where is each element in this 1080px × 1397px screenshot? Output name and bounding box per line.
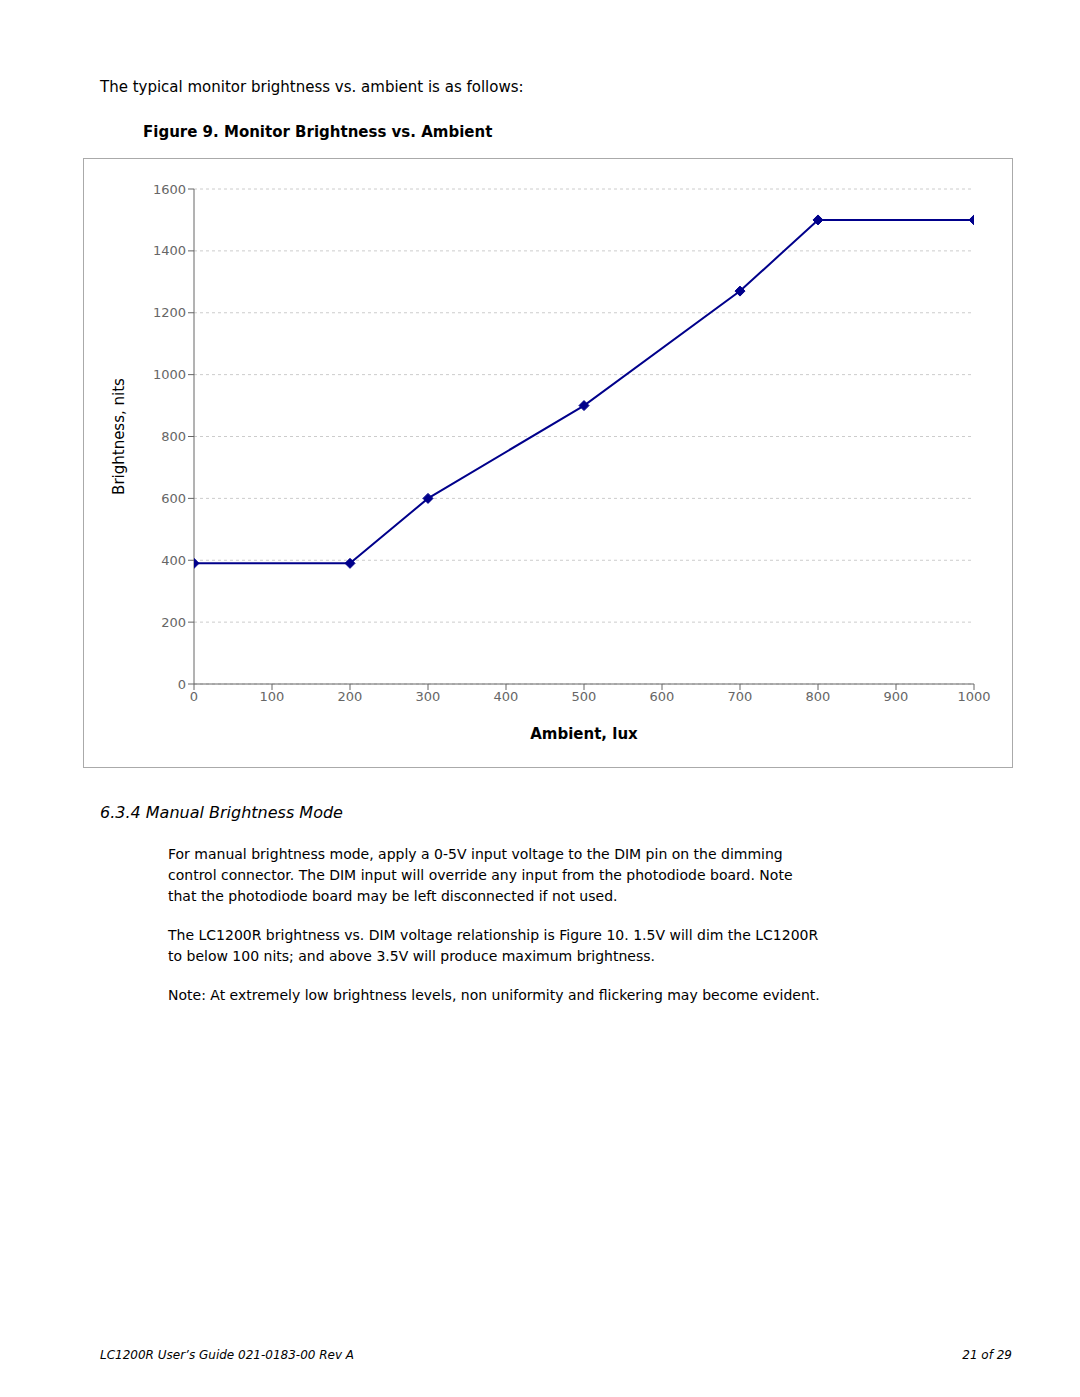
svg-text:Ambient, lux: Ambient, lux xyxy=(530,725,638,743)
svg-text:100: 100 xyxy=(260,689,285,704)
svg-text:1200: 1200 xyxy=(153,305,186,320)
html-text:For manual brightness mode, ap: For manual brightness mode, apply a 0-5V… xyxy=(168,846,793,904)
svg-text:600: 600 xyxy=(161,491,186,506)
svg-text:200: 200 xyxy=(161,615,186,630)
svg-text:1400: 1400 xyxy=(153,243,186,258)
svg-text:1600: 1600 xyxy=(153,182,186,197)
svg-text:500: 500 xyxy=(572,689,597,704)
svg-text:Brightness, nits: Brightness, nits xyxy=(110,378,128,495)
svg-text:200: 200 xyxy=(338,689,363,704)
svg-text:0: 0 xyxy=(178,677,186,692)
svg-text:0: 0 xyxy=(190,689,198,704)
html-text:Note: At extremely low brightn: Note: At extremely low brightness levels… xyxy=(168,987,820,1003)
html-text:The LC1200R brightness vs. DIM: The LC1200R brightness vs. DIM voltage r… xyxy=(168,927,819,964)
svg-text:600: 600 xyxy=(650,689,675,704)
html-text:6.3.4 Manual Brightness Mode: 6.3.4 Manual Brightness Mode xyxy=(100,803,343,822)
svg-text:900: 900 xyxy=(884,689,909,704)
svg-text:1000: 1000 xyxy=(957,689,990,704)
svg-text:700: 700 xyxy=(728,689,753,704)
svg-text:1000: 1000 xyxy=(153,367,186,382)
html-text:The typical monitor brightness: The typical monitor brightness vs. ambie… xyxy=(100,78,524,96)
svg-text:300: 300 xyxy=(416,689,441,704)
svg-text:800: 800 xyxy=(161,429,186,444)
svg-text:400: 400 xyxy=(161,553,186,568)
svg-text:400: 400 xyxy=(494,689,519,704)
html-text:Figure 9. Monitor Brightness v: Figure 9. Monitor Brightness vs. Ambient xyxy=(143,123,493,141)
html-text:LC1200R User’s Guide 021-0183-: LC1200R User’s Guide 021-0183-00 Rev A xyxy=(100,1348,355,1362)
svg-text:800: 800 xyxy=(806,689,831,704)
html-text:21 of 29: 21 of 29 xyxy=(962,1348,1012,1362)
